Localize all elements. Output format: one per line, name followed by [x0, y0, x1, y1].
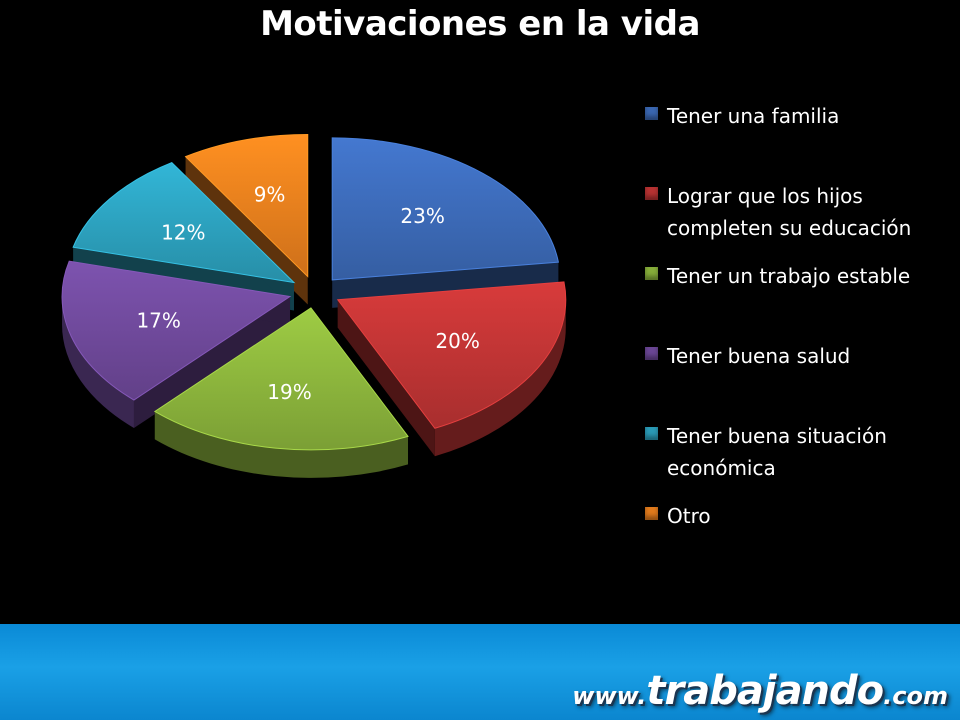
legend-swatch-4 — [645, 347, 658, 360]
pie-slice-2 — [336, 281, 567, 457]
legend-item-5: Tener buena situación económica — [645, 420, 947, 484]
legend-swatch-2 — [645, 187, 658, 200]
data-label-4: 17% — [136, 308, 180, 332]
legend-label-2: Lograr que los hijos completen su educac… — [667, 184, 912, 240]
slice-top-2 — [336, 281, 567, 429]
legend-label-6: Otro — [667, 504, 711, 528]
pie-chart: 23% 20% 19% 17% 12% 9% — [61, 134, 567, 478]
slice-top-1 — [331, 137, 559, 281]
slice-wall-4 — [133, 296, 291, 429]
data-label-2: 20% — [435, 329, 479, 353]
pie-slice-1 — [331, 137, 559, 308]
legend-item-6: Otro — [645, 500, 947, 532]
slice-top-3 — [153, 307, 409, 451]
data-label-3: 19% — [267, 380, 311, 404]
legend-label-4: Tener buena salud — [667, 344, 851, 368]
brand-name: trabajando — [646, 668, 884, 714]
legend-item-4: Tener buena salud — [645, 340, 947, 372]
brand-tld: .com — [883, 682, 948, 710]
legend-item-3: Tener un trabajo estable — [645, 260, 947, 292]
legend-swatch-5 — [645, 427, 658, 440]
legend-swatch-1 — [645, 107, 658, 120]
chart-title: Motivaciones en la vida — [260, 4, 700, 44]
pie-slice-5 — [72, 162, 296, 311]
brand-logo[interactable]: www.trabajando.com — [572, 668, 948, 714]
legend-label-1: Tener una familia — [667, 104, 840, 128]
slice-top-6 — [184, 134, 309, 278]
footer-banner: www.trabajando.com — [0, 624, 960, 720]
slice-wall-2 — [337, 299, 435, 457]
legend-item-2: Lograr que los hijos completen su educac… — [645, 180, 947, 244]
slice-top-4 — [61, 260, 292, 401]
data-label-6: 9% — [254, 183, 286, 207]
legend-label-3: Tener un trabajo estable — [667, 264, 911, 288]
slice-rim-4 — [62, 296, 134, 429]
legend-swatch-6 — [645, 507, 658, 520]
brand-www: www. — [572, 682, 647, 710]
pie-slice-4 — [61, 260, 292, 429]
slice-top-5 — [72, 162, 296, 284]
legend-label-5: Tener buena situación económica — [667, 424, 887, 480]
data-label-5: 12% — [161, 220, 205, 244]
legend-item-1: Tener una familia — [645, 100, 947, 132]
data-label-1: 23% — [400, 204, 444, 228]
pie-slice-3 — [153, 307, 409, 478]
legend-swatch-3 — [645, 267, 658, 280]
slice-rim-3 — [154, 411, 409, 478]
